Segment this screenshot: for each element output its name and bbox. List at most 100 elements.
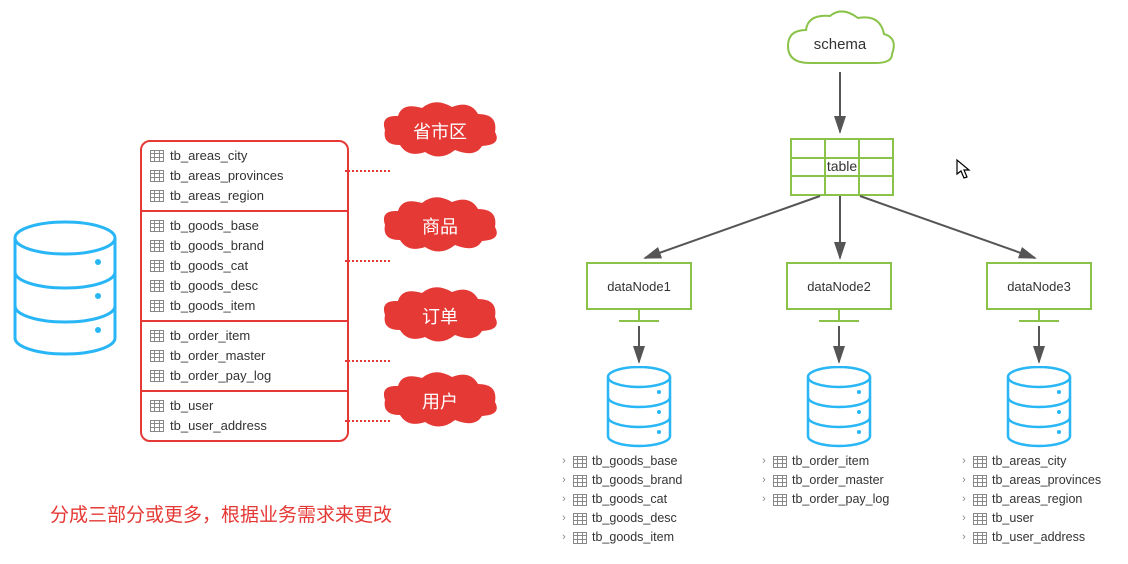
chevron-icon: ›: [760, 471, 768, 490]
table-icon: [150, 240, 164, 252]
table-name: tb_areas_provinces: [170, 166, 283, 186]
table-icon: [150, 420, 164, 432]
table-groups-box: tb_areas_citytb_areas_provincestb_areas_…: [140, 140, 349, 442]
chevron-icon: ›: [960, 452, 968, 471]
database-node-icon: [1004, 366, 1074, 453]
table-row: › tb_order_pay_log: [760, 490, 920, 509]
table-row: ›tb_areas_region: [960, 490, 1120, 509]
database-main-icon: [10, 220, 120, 360]
monitor-screen: dataNode1: [586, 262, 692, 310]
table-row: › tb_areas_city: [960, 452, 1120, 471]
connector-dots: [345, 260, 390, 262]
table-row: ›tb_areas_provinces: [960, 471, 1120, 490]
table-icon: [150, 170, 164, 182]
footer-note: 分成三部分或更多，根据业务需求来更改: [50, 500, 392, 527]
table-icon: [973, 532, 987, 544]
table-name: tb_order_item: [170, 326, 250, 346]
category-label: 商品: [380, 195, 500, 239]
table-icon: [573, 475, 587, 487]
table-icon: [150, 330, 164, 342]
table-name: tb_order_pay_log: [792, 490, 889, 509]
connector-dots: [345, 360, 390, 362]
table-row: tb_goods_base: [150, 216, 339, 236]
table-icon: [573, 456, 587, 468]
category-label: 用户: [380, 370, 500, 414]
table-icon: [773, 456, 787, 468]
table-name: tb_user_address: [170, 416, 267, 436]
category-label: 省市区: [380, 100, 500, 144]
table-icon: [973, 513, 987, 525]
table-row: tb_order_master: [150, 346, 339, 366]
table-name: tb_goods_item: [592, 528, 674, 547]
table-row: ›tb_goods_desc: [560, 509, 720, 528]
table-row: tb_areas_city: [150, 146, 339, 166]
table-icon: [150, 370, 164, 382]
diagram-stage: tb_areas_citytb_areas_provincestb_areas_…: [0, 0, 1128, 564]
table-row: tb_user: [150, 396, 339, 416]
table-icon: [973, 475, 987, 487]
table-label: table: [792, 158, 892, 174]
database-node-icon: [604, 366, 674, 453]
table-icon: [773, 475, 787, 487]
table-row: tb_goods_item: [150, 296, 339, 316]
table-icon: [973, 494, 987, 506]
table-icon: [150, 300, 164, 312]
table-row: ›tb_goods_base: [560, 452, 720, 471]
connector-dots: [345, 170, 390, 172]
table-name: tb_areas_city: [992, 452, 1066, 471]
table-row: tb_order_pay_log: [150, 366, 339, 386]
chevron-icon: ›: [760, 490, 768, 509]
table-row: › tb_goods_cat: [560, 490, 720, 509]
category-cloud: 商品: [380, 195, 500, 255]
category-cloud: 用户: [380, 370, 500, 430]
table-name: tb_areas_provinces: [992, 471, 1101, 490]
table-name: tb_order_master: [170, 346, 265, 366]
table-icon: [150, 350, 164, 362]
node-table-list: ›tb_goods_base›tb_goods_brand›tb_goods_c…: [560, 452, 720, 547]
table-icon: [573, 494, 587, 506]
table-row: tb_goods_cat: [150, 256, 339, 276]
table-name: tb_goods_item: [170, 296, 255, 316]
table-group: tb_usertb_user_address: [142, 392, 347, 440]
table-box: table: [790, 138, 894, 196]
table-row: tb_order_item: [150, 326, 339, 346]
datanode-monitor: dataNode3: [986, 262, 1092, 322]
table-group: tb_areas_citytb_areas_provincestb_areas_…: [142, 142, 347, 212]
chevron-icon: ›: [560, 452, 568, 471]
table-icon: [573, 532, 587, 544]
chevron-icon: ›: [960, 528, 968, 547]
datanode-label: dataNode3: [1007, 279, 1071, 294]
table-group: tb_goods_basetb_goods_brandtb_goods_catt…: [142, 212, 347, 322]
table-name: tb_areas_city: [170, 146, 247, 166]
schema-cloud: schema: [780, 8, 900, 78]
table-name: tb_goods_desc: [170, 276, 258, 296]
table-row: tb_user_address: [150, 416, 339, 436]
table-icon: [150, 220, 164, 232]
table-name: tb_order_master: [792, 471, 884, 490]
table-icon: [150, 400, 164, 412]
chevron-icon: ›: [560, 528, 568, 547]
database-node-icon: [804, 366, 874, 453]
datanode-monitor: dataNode1: [586, 262, 692, 322]
table-name: tb_goods_base: [170, 216, 259, 236]
table-icon: [150, 190, 164, 202]
node-table-list: › tb_order_item › tb_order_master › tb_order_…: [760, 452, 920, 509]
table-icon: [150, 260, 164, 272]
table-row: tb_areas_region: [150, 186, 339, 206]
table-row: › tb_order_master: [760, 471, 920, 490]
chevron-icon: ›: [760, 452, 768, 471]
chevron-icon: ›: [560, 490, 568, 509]
chevron-icon: ›: [960, 490, 968, 509]
cursor-icon: [955, 158, 973, 185]
table-name: tb_user: [992, 509, 1034, 528]
table-icon: [973, 456, 987, 468]
datanode-label: dataNode2: [807, 279, 871, 294]
table-name: tb_goods_cat: [592, 490, 667, 509]
table-row: › tb_order_item: [760, 452, 920, 471]
table-name: tb_order_pay_log: [170, 366, 271, 386]
table-row: › tb_goods_item: [560, 528, 720, 547]
schema-label: schema: [780, 36, 900, 53]
table-name: tb_order_item: [792, 452, 869, 471]
node-table-list: ›tb_areas_city›tb_areas_provinces›tb_are…: [960, 452, 1120, 547]
table-name: tb_goods_brand: [592, 471, 682, 490]
